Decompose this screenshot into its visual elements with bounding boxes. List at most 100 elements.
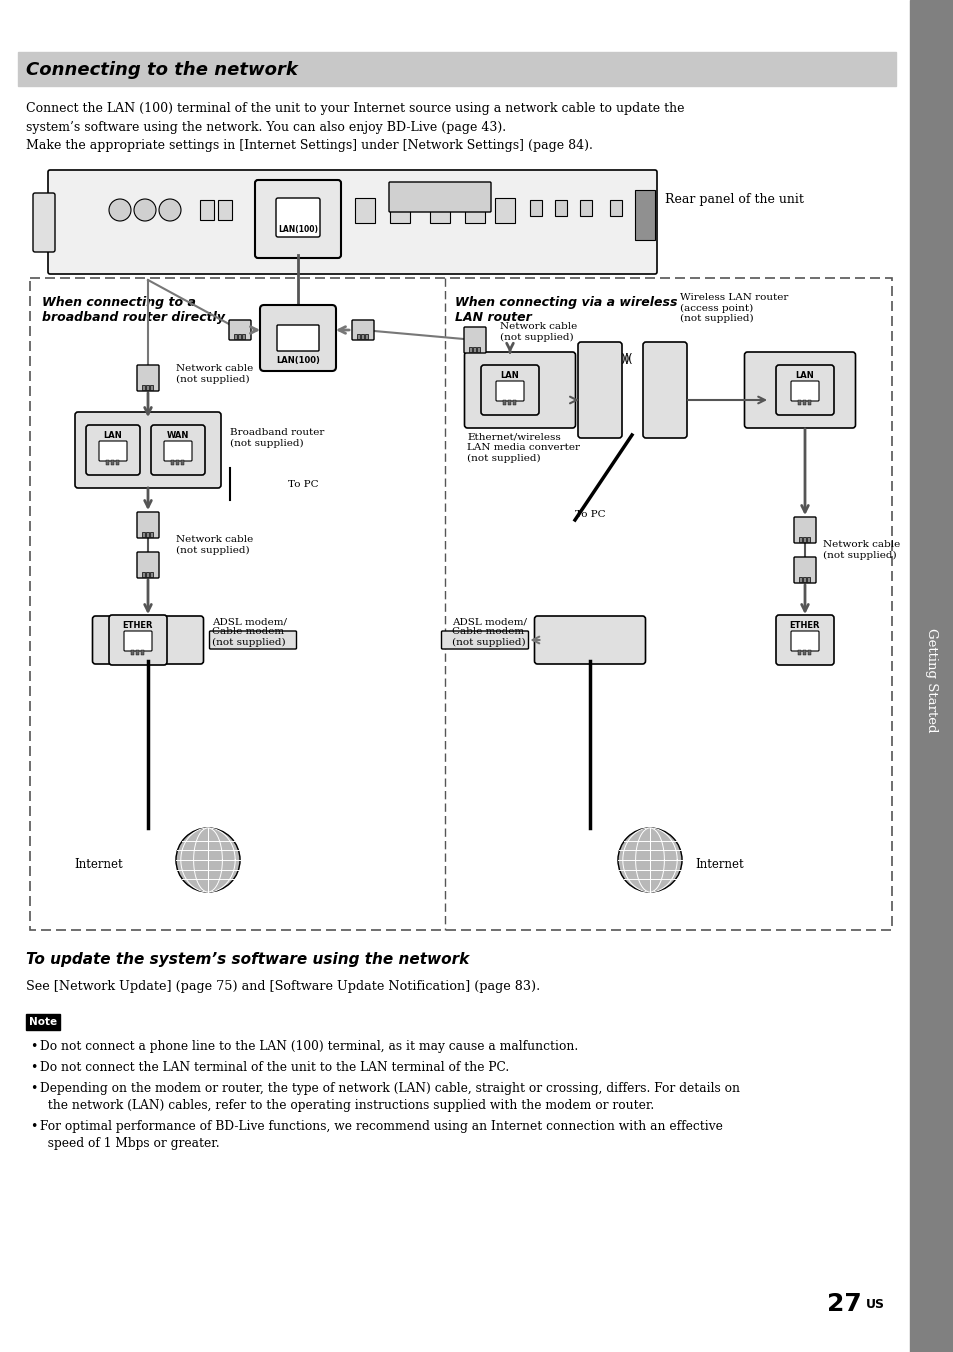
Bar <box>530 200 541 216</box>
Circle shape <box>618 827 681 892</box>
Text: US: US <box>865 1298 884 1311</box>
Circle shape <box>109 199 131 220</box>
Text: Note: Note <box>29 1017 57 1028</box>
Bar <box>579 200 592 216</box>
Bar <box>147 385 150 389</box>
FancyBboxPatch shape <box>137 365 159 391</box>
Text: •: • <box>30 1119 38 1133</box>
FancyBboxPatch shape <box>534 617 645 664</box>
FancyBboxPatch shape <box>92 617 203 664</box>
Bar <box>151 531 153 537</box>
Text: When connecting to a: When connecting to a <box>42 296 195 310</box>
FancyBboxPatch shape <box>254 180 340 258</box>
Text: Internet: Internet <box>695 859 742 872</box>
FancyBboxPatch shape <box>210 631 296 649</box>
FancyBboxPatch shape <box>75 412 221 488</box>
Bar <box>799 577 801 581</box>
FancyBboxPatch shape <box>642 342 686 438</box>
Bar <box>806 577 810 581</box>
FancyBboxPatch shape <box>464 352 575 429</box>
FancyBboxPatch shape <box>275 197 319 237</box>
Text: Rear panel of the unit: Rear panel of the unit <box>664 193 803 207</box>
Text: To update the system’s software using the network: To update the system’s software using th… <box>26 952 469 967</box>
Text: Depending on the modem or router, the type of network (LAN) cable, straight or c: Depending on the modem or router, the ty… <box>40 1082 740 1111</box>
Text: ETHER: ETHER <box>789 621 820 630</box>
Bar <box>802 650 805 654</box>
Bar <box>142 531 146 537</box>
Bar <box>390 197 410 223</box>
Text: ADSL modem/
Cable modem
(not supplied): ADSL modem/ Cable modem (not supplied) <box>213 617 287 648</box>
Text: LAN: LAN <box>795 370 814 380</box>
Bar <box>609 200 621 216</box>
Bar <box>355 197 375 223</box>
Text: LAN: LAN <box>104 430 122 439</box>
Bar <box>147 572 150 577</box>
Bar <box>365 334 368 339</box>
Bar <box>151 572 153 577</box>
Bar <box>147 531 150 537</box>
Text: Internet: Internet <box>74 859 123 872</box>
FancyBboxPatch shape <box>109 615 167 665</box>
FancyBboxPatch shape <box>164 441 192 461</box>
FancyBboxPatch shape <box>578 342 621 438</box>
Text: Network cable
(not supplied): Network cable (not supplied) <box>175 364 253 384</box>
Text: To PC: To PC <box>575 510 605 519</box>
Bar <box>799 537 801 542</box>
Circle shape <box>159 199 181 220</box>
Text: Network cable
(not supplied): Network cable (not supplied) <box>499 322 577 342</box>
FancyBboxPatch shape <box>790 631 818 652</box>
FancyBboxPatch shape <box>86 425 140 475</box>
Bar <box>357 334 360 339</box>
Text: •: • <box>30 1040 38 1053</box>
Text: When connecting via a wireless: When connecting via a wireless <box>455 296 677 310</box>
Text: See [Network Update] (page 75) and [Software Update Notification] (page 83).: See [Network Update] (page 75) and [Soft… <box>26 980 539 992</box>
Text: WAN: WAN <box>167 430 189 439</box>
Bar <box>806 537 810 542</box>
Bar <box>555 200 566 216</box>
FancyBboxPatch shape <box>151 425 205 475</box>
FancyBboxPatch shape <box>33 193 55 251</box>
Text: ETHER: ETHER <box>123 621 153 630</box>
Bar <box>30 279 891 930</box>
Text: To PC: To PC <box>288 480 318 489</box>
Text: Do not connect a phone line to the LAN (100) terminal, as it may cause a malfunc: Do not connect a phone line to the LAN (… <box>40 1040 578 1053</box>
Bar <box>508 400 511 406</box>
Bar <box>909 0 953 1352</box>
FancyBboxPatch shape <box>352 320 374 339</box>
Text: Broadband router
(not supplied): Broadband router (not supplied) <box>230 429 324 448</box>
FancyBboxPatch shape <box>137 512 159 538</box>
Text: broadband router directly: broadband router directly <box>42 311 225 324</box>
FancyBboxPatch shape <box>790 381 818 402</box>
FancyBboxPatch shape <box>743 352 855 429</box>
Bar <box>469 347 472 352</box>
Circle shape <box>133 199 156 220</box>
FancyBboxPatch shape <box>99 441 127 461</box>
FancyBboxPatch shape <box>389 183 491 212</box>
Bar <box>513 400 516 406</box>
Text: LAN(100): LAN(100) <box>275 356 319 365</box>
FancyBboxPatch shape <box>260 306 335 370</box>
Bar <box>112 460 114 465</box>
Text: LAN router: LAN router <box>455 311 531 324</box>
FancyBboxPatch shape <box>441 631 528 649</box>
FancyBboxPatch shape <box>124 631 152 652</box>
Text: LAN: LAN <box>500 370 518 380</box>
Text: •: • <box>30 1082 38 1095</box>
Bar <box>807 650 811 654</box>
Text: Connect the LAN (100) terminal of the unit to your Internet source using a netwo: Connect the LAN (100) terminal of the un… <box>26 101 684 151</box>
Text: ((: (( <box>623 353 634 366</box>
Bar <box>430 197 450 223</box>
Text: 27: 27 <box>826 1293 862 1315</box>
Bar <box>107 460 110 465</box>
Text: Connecting to the network: Connecting to the network <box>26 61 297 78</box>
FancyBboxPatch shape <box>793 516 815 544</box>
Text: Do not connect the LAN terminal of the unit to the LAN terminal of the PC.: Do not connect the LAN terminal of the u… <box>40 1061 509 1073</box>
FancyBboxPatch shape <box>793 557 815 583</box>
FancyBboxPatch shape <box>775 615 833 665</box>
FancyBboxPatch shape <box>48 170 657 274</box>
Text: For optimal performance of BD-Live functions, we recommend using an Internet con: For optimal performance of BD-Live funct… <box>40 1119 722 1151</box>
Text: Network cable
(not supplied): Network cable (not supplied) <box>822 541 900 560</box>
Bar <box>200 200 213 220</box>
Bar <box>242 334 245 339</box>
Bar <box>798 650 801 654</box>
